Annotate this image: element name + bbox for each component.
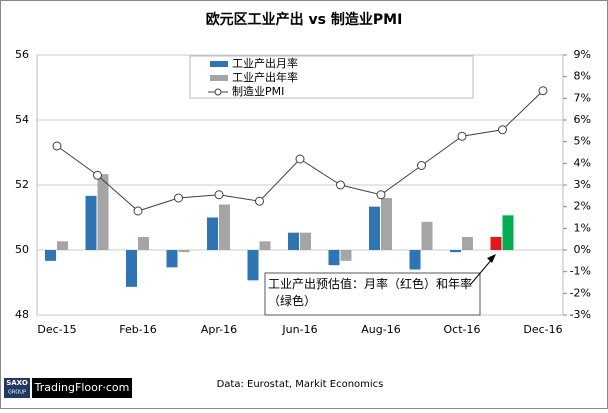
line-marker (376, 190, 386, 200)
annotation-arrow (469, 257, 494, 286)
source: Data: Eurostat, Markit Economics (217, 379, 384, 390)
x-tick-label: Feb-16 (119, 323, 156, 336)
y2-tick-label: 6% (574, 113, 591, 126)
y2-tick-label: 0% (574, 243, 591, 256)
y-tick-label: 56 (15, 48, 29, 61)
x-tick-label: Aug-16 (361, 323, 400, 336)
bar (288, 232, 299, 250)
line-marker (255, 196, 264, 206)
y2-tick-label: 5% (574, 135, 591, 148)
bar (462, 237, 473, 250)
bar (328, 250, 340, 266)
legend-label: 工业产出月率 (232, 56, 298, 70)
bar (97, 174, 109, 250)
bar (247, 250, 259, 281)
bar (207, 217, 218, 250)
y2-tick-label: -1% (570, 265, 591, 278)
line-marker (417, 161, 426, 170)
bar (502, 215, 514, 250)
annotation: 工业产出预估值：月率（红色）和年率（绿色） (268, 277, 473, 308)
logo-text: TradingFloor·com (34, 381, 130, 394)
bar (381, 198, 392, 250)
y2-tick-label: 7% (574, 91, 591, 104)
y-tick-label: 50 (15, 243, 29, 256)
y2-tick-label: 9% (574, 48, 591, 61)
logo-mark: SAXO (6, 379, 28, 387)
bar (57, 241, 68, 250)
legend-label: 制造业PMI (232, 84, 284, 98)
bar (409, 250, 421, 270)
legend-label: 工业产出年率 (232, 70, 298, 84)
bar (300, 232, 311, 250)
line-marker (214, 190, 224, 200)
bar (178, 250, 190, 253)
line-marker (538, 86, 548, 96)
line-marker (174, 193, 183, 203)
y2-tick-label: 1% (574, 221, 591, 234)
marks (45, 86, 548, 287)
bar (126, 250, 137, 287)
bar (340, 250, 352, 261)
x-tick-label: Apr-16 (201, 323, 237, 336)
y2-tick-label: 2% (574, 200, 591, 213)
line-marker (52, 141, 62, 151)
legend-swatch (210, 75, 228, 81)
annotation-box (264, 272, 481, 316)
bar (166, 250, 178, 268)
annotation-wrap: 工业产出预估值：月率（红色）和年率（绿色） (268, 277, 473, 308)
bar (259, 241, 271, 250)
bar (421, 221, 433, 250)
chart-title: 欧元区工业产出 vs 制造业PMI (206, 11, 403, 28)
line-marker (295, 154, 305, 164)
y2-tick-label: 8% (574, 70, 591, 83)
line-marker (133, 206, 143, 216)
line-marker (336, 180, 345, 190)
x-tick-label: Dec-15 (37, 323, 76, 336)
legend (189, 55, 474, 99)
y2-tick-label: -3% (570, 308, 591, 321)
bar (219, 204, 230, 250)
line-marker (93, 170, 102, 180)
y2-tick-label: -2% (570, 286, 591, 299)
y-tick-label: 54 (15, 113, 29, 126)
logo-sub: GROUP (8, 390, 26, 396)
y2-tick-label: 3% (574, 178, 591, 191)
line-marker (498, 125, 507, 135)
y-tick-label: 52 (15, 178, 29, 191)
bar (369, 206, 380, 250)
y-tick-label: 48 (15, 308, 29, 321)
bar (490, 237, 502, 250)
x-tick-label: Dec-16 (523, 323, 562, 336)
legend-swatch (214, 88, 222, 96)
x-tick-label: Jun-16 (281, 323, 317, 336)
y2-tick-label: 4% (574, 156, 591, 169)
line-marker (457, 131, 467, 141)
bar (85, 195, 97, 250)
x-tick-label: Oct-16 (444, 323, 481, 336)
bar (138, 237, 149, 250)
logo-bar (32, 378, 132, 398)
grid: 48 50 52 54 56 -3% -2% -1% 0% 1% 2% 3% 4% 5% 6% 7% 8% 9% D… (15, 48, 591, 336)
arrow-head (487, 254, 496, 263)
bar (450, 250, 461, 253)
bar (45, 250, 56, 261)
logo-badge (4, 378, 30, 398)
legend-swatch (210, 61, 228, 67)
